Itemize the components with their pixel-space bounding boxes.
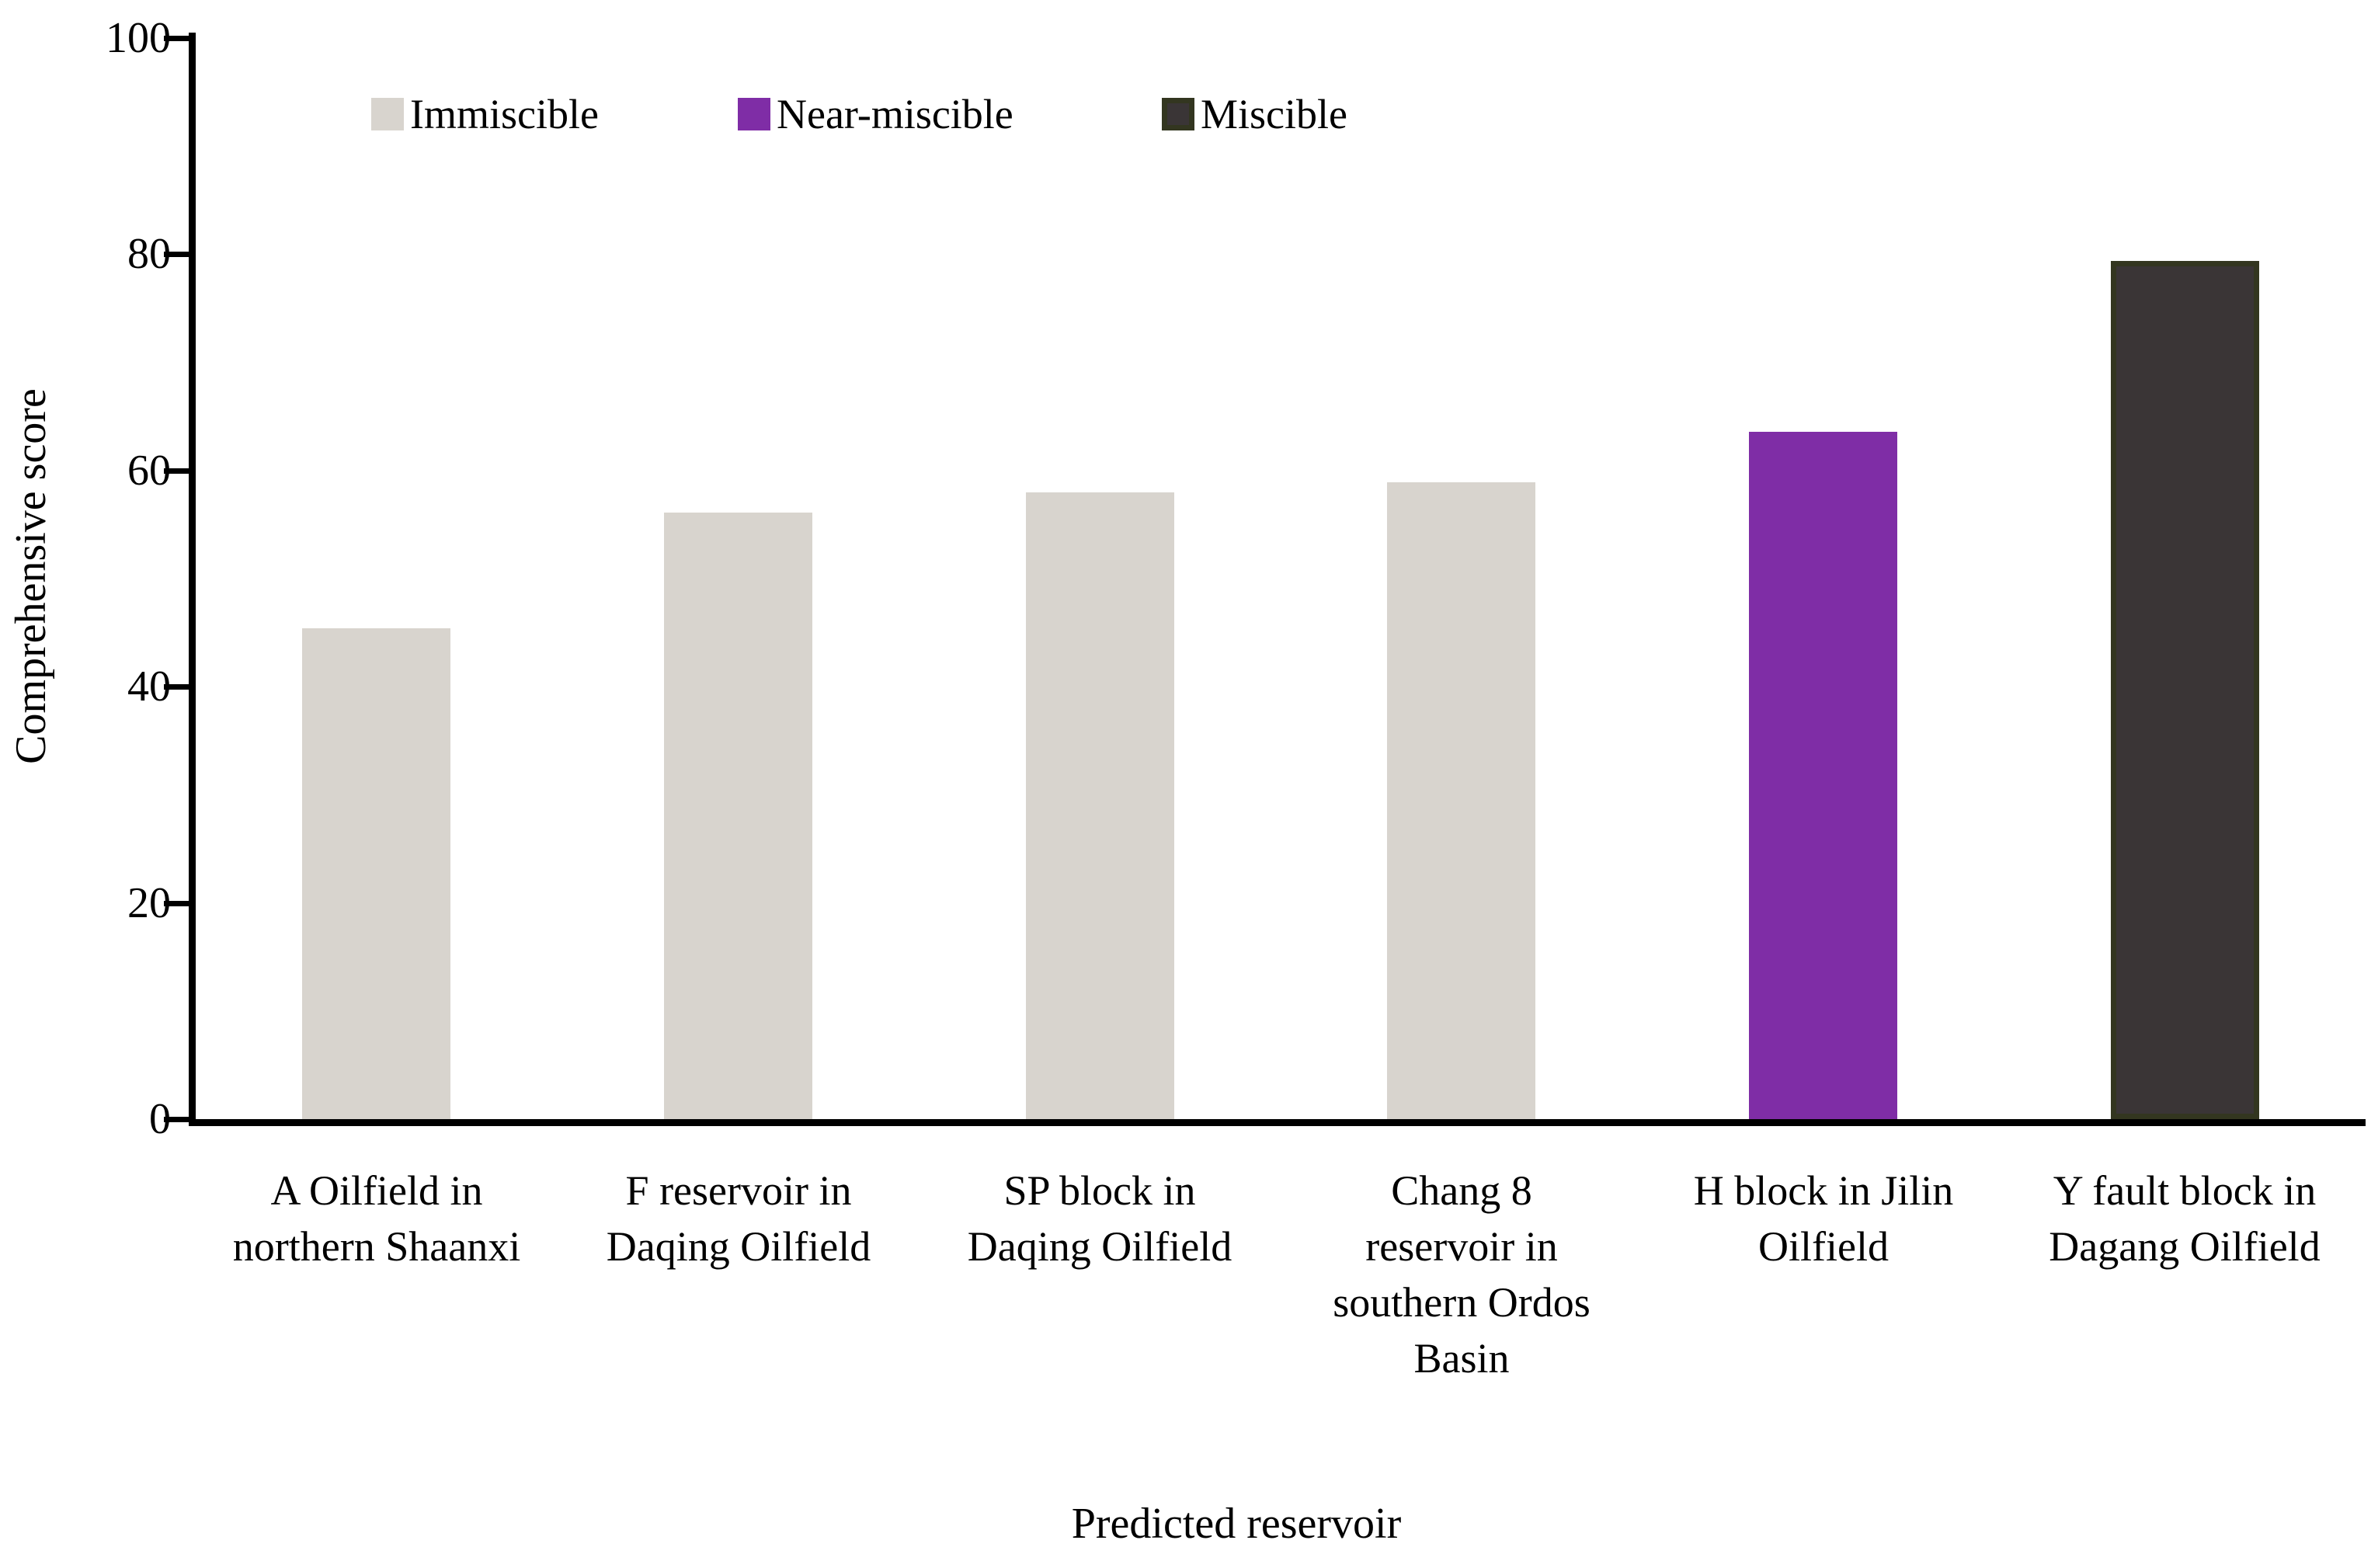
x-category-label-line: northern Shaanxi — [232, 1223, 521, 1270]
y-tick-label: 20 — [127, 878, 171, 927]
x-category-label-line: reservoir in — [1365, 1223, 1558, 1270]
bar-3 — [1026, 492, 1174, 1119]
legend-item-miscible: Miscible — [1162, 93, 1347, 135]
x-category-label-line: Y fault block in — [2053, 1167, 2317, 1214]
y-tick-mark — [164, 900, 189, 906]
x-category-label-line: Daqing Oilfield — [606, 1223, 871, 1270]
x-axis-line — [189, 1119, 2366, 1126]
y-tick-label: 100 — [106, 14, 171, 62]
x-category-label: A Oilfield in northern Shaanxi — [194, 1163, 559, 1274]
y-tick-mark — [164, 252, 189, 258]
x-category-label-line: Daqing Oilfield — [967, 1223, 1232, 1270]
y-tick-mark — [164, 684, 189, 690]
bar-2 — [664, 513, 812, 1119]
bar-6 — [2111, 261, 2259, 1119]
x-category-label-line: Chang 8 — [1391, 1167, 1532, 1214]
legend-item-immiscible: Immiscible — [371, 93, 599, 135]
x-category-label: Y fault block in Dagang Oilfield — [2002, 1163, 2367, 1274]
legend-item-near-miscible: Near-miscible — [738, 93, 1013, 135]
bar-5 — [1749, 432, 1897, 1119]
x-category-label: H block in Jilin Oilfield — [1641, 1163, 2006, 1274]
bar-4 — [1387, 482, 1535, 1119]
x-category-label-line: southern Ordos — [1333, 1279, 1591, 1326]
y-tick-mark — [164, 468, 189, 474]
y-tick-label: 80 — [127, 230, 171, 279]
x-category-label-line: Oilfield — [1758, 1223, 1889, 1270]
x-category-label-line: Basin — [1413, 1335, 1510, 1382]
legend-label: Near-miscible — [777, 91, 1013, 137]
y-tick-label: 60 — [127, 446, 171, 495]
x-category-label-line: H block in Jilin — [1693, 1167, 1954, 1214]
y-tick-label: 40 — [127, 662, 171, 711]
y-axis-line — [189, 33, 196, 1126]
x-category-label-line: SP block in — [1003, 1167, 1196, 1214]
y-tick-mark — [164, 36, 189, 41]
x-axis-title: Predicted reservoir — [1071, 1500, 1402, 1548]
x-category-label-line: Dagang Oilfield — [2049, 1223, 2321, 1270]
bar-1 — [302, 628, 450, 1119]
legend-label: Miscible — [1201, 91, 1347, 137]
legend-swatch-immiscible — [371, 98, 404, 130]
legend-label: Immiscible — [410, 91, 599, 137]
x-category-label-line: A Oilfield in — [270, 1167, 483, 1214]
x-category-label: Chang 8 reservoir in southern Ordos Basin — [1279, 1163, 1644, 1386]
legend-swatch-near-miscible — [738, 98, 770, 130]
legend-swatch-miscible — [1162, 98, 1194, 130]
x-category-label: F reservoir in Daqing Oilfield — [556, 1163, 921, 1274]
y-tick-label: 0 — [149, 1095, 171, 1143]
y-tick-mark — [164, 1117, 189, 1122]
x-category-label: SP block in Daqing Oilfield — [917, 1163, 1282, 1274]
x-category-label-line: F reservoir in — [625, 1167, 852, 1214]
